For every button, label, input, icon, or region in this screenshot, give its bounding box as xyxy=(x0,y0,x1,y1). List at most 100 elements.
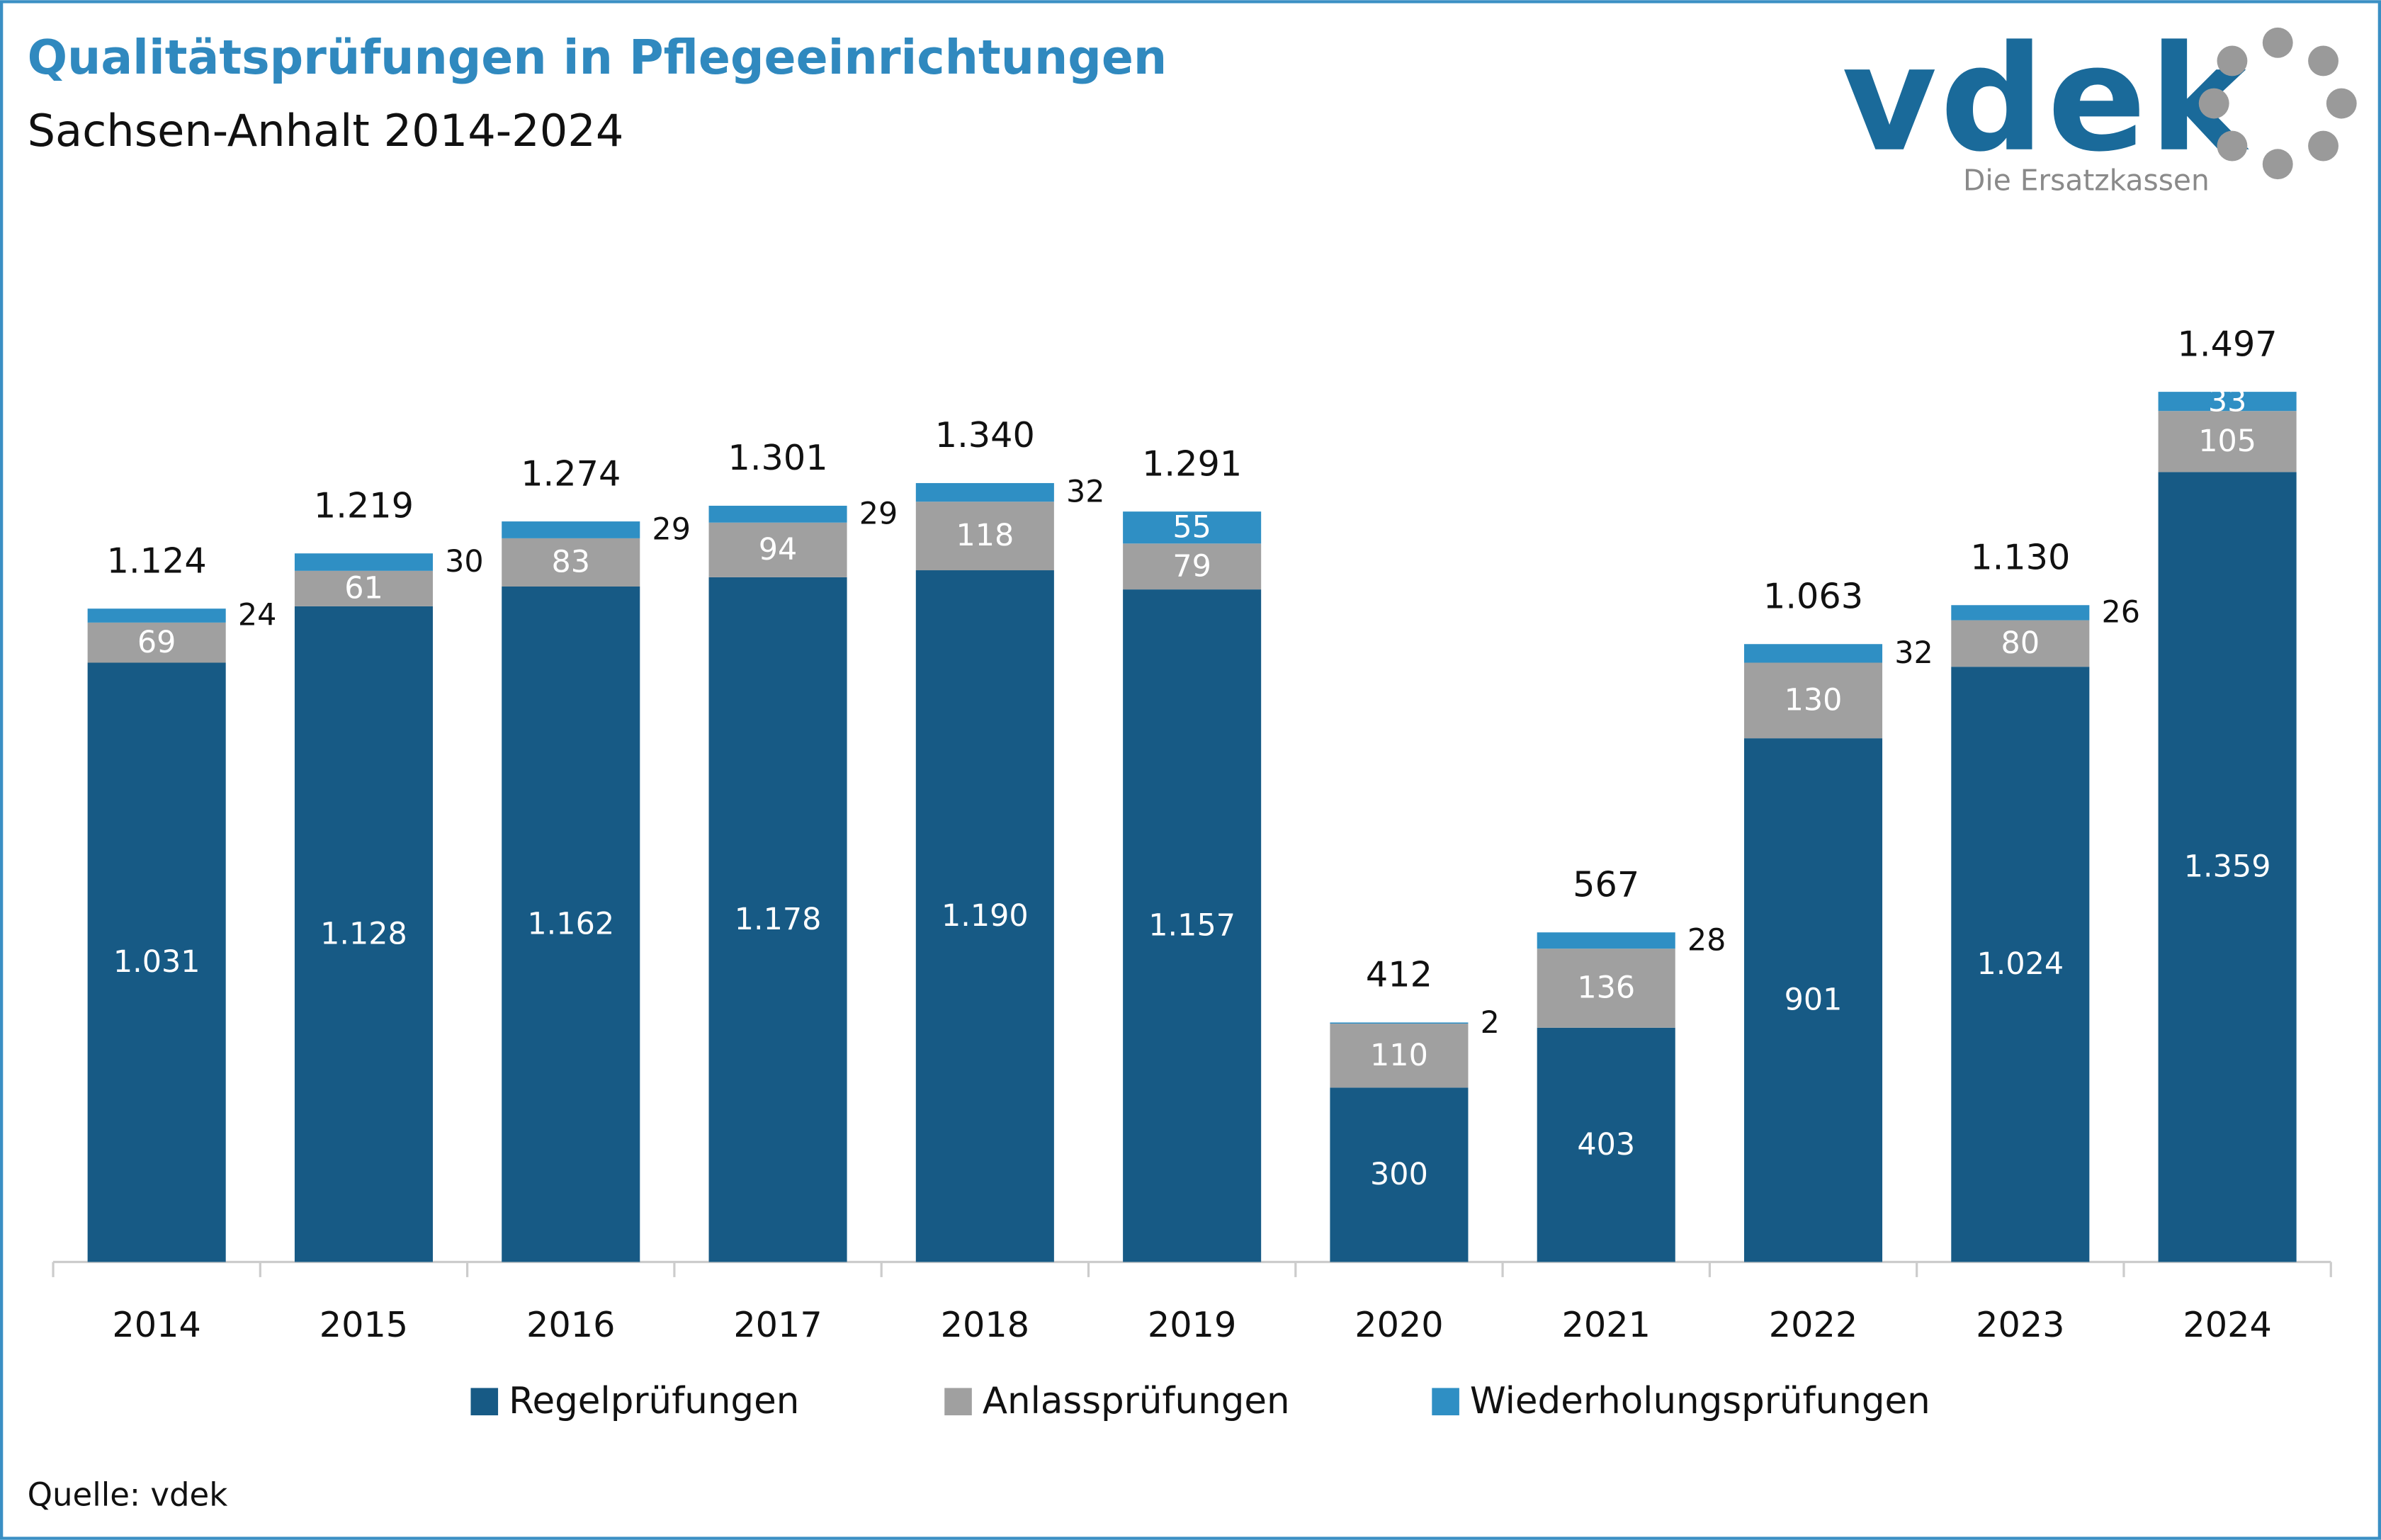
data-label: 1.178 xyxy=(735,902,822,937)
bar-segment xyxy=(1951,667,2090,1262)
bar-segment xyxy=(1123,543,1262,590)
bar-segment xyxy=(1123,511,1262,544)
logo-tagline: Die Ersatzkassen xyxy=(1963,163,2210,197)
x-tick-label: 2023 xyxy=(1976,1304,2064,1345)
bar-segment xyxy=(708,505,847,523)
bar-segment xyxy=(87,662,226,1262)
bar-segment xyxy=(2158,392,2297,412)
legend-swatch xyxy=(944,1388,972,1415)
x-tick-label: 2024 xyxy=(2183,1304,2271,1345)
chart-title: Qualitätsprüfungen in Pflegeeinrichtunge… xyxy=(28,30,1167,85)
legend-swatch xyxy=(470,1388,499,1415)
bar-segment xyxy=(1743,662,1883,739)
data-label: 29 xyxy=(859,496,898,531)
bar-segment xyxy=(294,570,433,606)
bar-segment xyxy=(915,482,1054,502)
logo-name: vdek xyxy=(1842,14,2249,184)
total-label: 1.497 xyxy=(2178,323,2278,364)
data-label: 61 xyxy=(344,571,383,606)
total-label: 1.063 xyxy=(1763,575,1863,616)
data-label: 83 xyxy=(551,545,590,580)
data-label: 94 xyxy=(759,532,798,567)
data-label: 32 xyxy=(1066,475,1105,510)
data-label: 901 xyxy=(1785,982,1843,1017)
data-label: 26 xyxy=(2101,595,2140,630)
bar-segment xyxy=(1330,1022,1469,1024)
data-label: 29 xyxy=(652,512,691,548)
x-tick-label: 2014 xyxy=(112,1304,200,1345)
data-label: 32 xyxy=(1894,635,1933,671)
total-label: 1.124 xyxy=(107,540,207,581)
bar-segment xyxy=(1743,738,1883,1262)
total-label: 1.340 xyxy=(935,414,1035,455)
bar-segment xyxy=(1951,620,2090,667)
data-label: 130 xyxy=(1785,682,1843,718)
data-label: 403 xyxy=(1577,1127,1635,1162)
total-label: 1.274 xyxy=(521,453,621,494)
data-label: 30 xyxy=(445,544,484,579)
data-label: 55 xyxy=(1172,509,1211,545)
bar-segment xyxy=(708,577,847,1262)
x-tick-label: 2015 xyxy=(319,1304,408,1345)
bar-segment xyxy=(915,570,1054,1262)
total-label: 412 xyxy=(1366,954,1432,995)
legend-label: Regelprüfungen xyxy=(509,1380,799,1422)
data-label: 136 xyxy=(1577,970,1635,1006)
data-label: 1.190 xyxy=(941,898,1029,934)
bar-segment xyxy=(2158,472,2297,1262)
total-label: 1.130 xyxy=(1970,536,2070,577)
data-label: 110 xyxy=(1370,1038,1428,1073)
data-label: 80 xyxy=(2001,625,2040,661)
bar-segment xyxy=(708,522,847,577)
x-tick-label: 2019 xyxy=(1148,1304,1236,1345)
data-label: 1.157 xyxy=(1148,907,1235,943)
bar-segment xyxy=(1123,589,1262,1262)
x-tick-label: 2018 xyxy=(941,1304,1029,1345)
x-tick-label: 2022 xyxy=(1769,1304,1857,1345)
legend-swatch xyxy=(1432,1388,1459,1415)
x-tick-label: 2021 xyxy=(1561,1304,1650,1345)
bar-segment xyxy=(915,502,1054,571)
bar-segment xyxy=(502,521,640,538)
data-label: 1.359 xyxy=(2184,849,2271,885)
bar-segment xyxy=(1330,1024,1469,1088)
source: Quelle: vdek xyxy=(28,1476,228,1514)
data-label: 79 xyxy=(1172,548,1211,584)
bar-segment xyxy=(1537,1027,1675,1262)
bar-segment xyxy=(294,553,433,571)
bar-segment xyxy=(294,606,433,1262)
bar-segment xyxy=(1537,949,1675,1028)
data-label: 24 xyxy=(238,598,277,633)
x-tick-label: 2020 xyxy=(1354,1304,1443,1345)
total-label: 1.291 xyxy=(1142,443,1242,484)
bar-segment xyxy=(1951,605,2090,621)
bar-segment xyxy=(502,538,640,587)
logo-ring xyxy=(2198,27,2357,180)
data-label: 300 xyxy=(1370,1157,1428,1192)
bar-segment xyxy=(1743,644,1883,663)
bar-segment xyxy=(87,608,226,623)
bar-segment xyxy=(1537,932,1675,949)
data-label: 1.024 xyxy=(1976,946,2064,982)
data-label: 69 xyxy=(137,625,176,660)
legend-label: Wiederholungsprüfungen xyxy=(1470,1380,1930,1422)
data-label: 1.031 xyxy=(113,944,200,980)
total-label: 1.301 xyxy=(728,437,827,478)
data-label: 118 xyxy=(956,518,1014,553)
data-label: 105 xyxy=(2198,424,2256,459)
bar-segment xyxy=(87,622,226,663)
data-label: 28 xyxy=(1687,922,1726,958)
logo: vdek Die Ersatzkassen xyxy=(1842,14,2357,197)
legend-label: Anlassprüfungen xyxy=(983,1380,1290,1422)
data-label: 1.128 xyxy=(320,916,407,951)
data-label: 33 xyxy=(2208,383,2247,419)
bar-segment xyxy=(2158,411,2297,472)
data-label: 2 xyxy=(1481,1005,1500,1041)
x-tick-label: 2017 xyxy=(733,1304,822,1345)
chart-subtitle: Sachsen-Anhalt 2014-2024 xyxy=(28,105,624,157)
bar-segment xyxy=(1330,1087,1469,1262)
data-label: 1.162 xyxy=(527,906,614,941)
total-label: 1.219 xyxy=(314,485,414,526)
x-tick-label: 2016 xyxy=(526,1304,615,1345)
